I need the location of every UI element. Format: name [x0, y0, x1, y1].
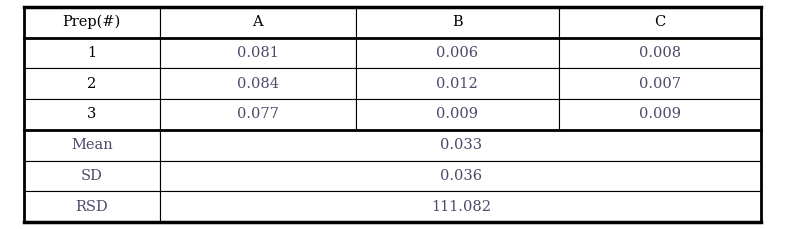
Text: 0.081: 0.081 — [237, 46, 279, 60]
Bar — [160, 99, 356, 130]
Bar — [160, 191, 761, 222]
Bar — [24, 191, 160, 222]
Bar — [24, 7, 160, 38]
Text: Mean: Mean — [71, 138, 113, 152]
Text: 0.008: 0.008 — [639, 46, 681, 60]
Bar — [160, 38, 356, 68]
Text: 0.006: 0.006 — [436, 46, 478, 60]
Bar — [160, 130, 761, 161]
Text: 0.009: 0.009 — [639, 107, 681, 122]
Bar — [356, 38, 559, 68]
Text: SD: SD — [81, 169, 103, 183]
Text: 0.009: 0.009 — [436, 107, 478, 122]
Text: 0.084: 0.084 — [237, 77, 279, 91]
Bar — [160, 161, 761, 191]
Bar — [24, 161, 160, 191]
Bar — [356, 99, 559, 130]
Bar — [356, 68, 559, 99]
Bar — [24, 68, 160, 99]
Bar — [24, 99, 160, 130]
Text: 2: 2 — [87, 77, 97, 91]
Bar — [559, 68, 761, 99]
Bar — [160, 7, 356, 38]
Text: 1: 1 — [87, 46, 97, 60]
Text: 3: 3 — [87, 107, 97, 122]
Bar — [356, 7, 559, 38]
Bar — [24, 38, 160, 68]
Text: 111.082: 111.082 — [431, 200, 491, 214]
Text: 0.007: 0.007 — [639, 77, 681, 91]
Text: B: B — [451, 15, 462, 29]
Bar — [24, 130, 160, 161]
Text: Prep(#): Prep(#) — [63, 15, 121, 30]
Text: RSD: RSD — [75, 200, 108, 214]
Text: 0.077: 0.077 — [237, 107, 279, 122]
Bar — [559, 99, 761, 130]
Bar — [559, 7, 761, 38]
Text: 0.036: 0.036 — [440, 169, 482, 183]
Text: A: A — [253, 15, 263, 29]
Text: C: C — [655, 15, 666, 29]
Text: 0.033: 0.033 — [440, 138, 482, 152]
Bar — [559, 38, 761, 68]
Bar — [160, 68, 356, 99]
Text: 0.012: 0.012 — [436, 77, 478, 91]
